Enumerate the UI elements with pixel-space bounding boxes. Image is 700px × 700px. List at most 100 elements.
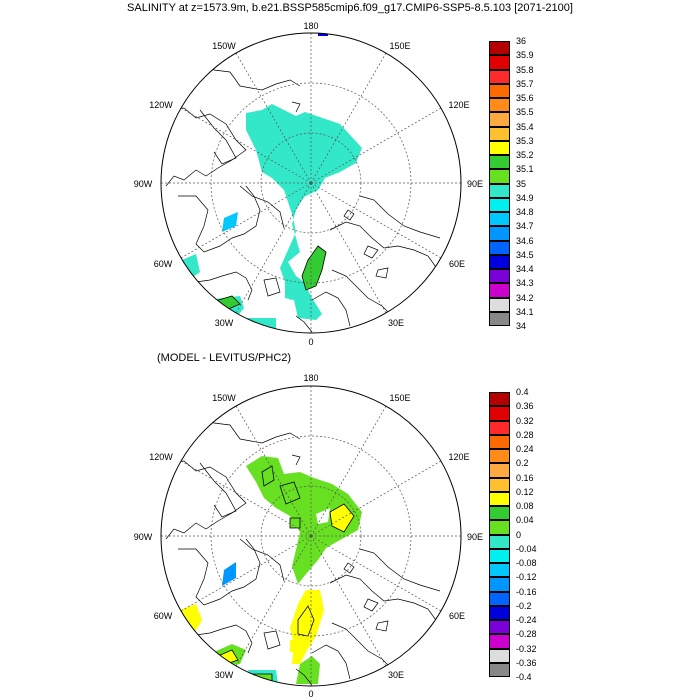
colorbar-label: 34.6 — [516, 235, 534, 246]
difference-map: 180 150W 150E 120W 120E 90W 90E 60W 60E … — [134, 373, 483, 699]
diff-fill-yellow-east — [329, 503, 355, 533]
colorbar-label: 0.12 — [516, 486, 534, 497]
lon-label-150e: 150E — [389, 41, 410, 51]
colorbar-label: 0.04 — [516, 515, 534, 526]
colorbar-swatch — [489, 183, 510, 198]
lon-label-180: 180 — [303, 21, 318, 31]
lon-label-90w: 90W — [134, 179, 153, 189]
salinity-colorbar: 36 35.9 35.8 35.7 35.6 35.5 35.4 35.3 35.2 35.1 35… — [489, 36, 549, 331]
colorbar-swatch — [489, 269, 510, 284]
plot-title: SALINITY at z=1573.9m, b.e21.BSSP585cmip… — [127, 2, 573, 14]
colorbar-label: 35 — [516, 178, 527, 189]
colorbar-label: 34.5 — [516, 249, 534, 260]
colorbar-label: -0.16 — [516, 586, 537, 597]
colorbar-swatch — [489, 620, 510, 635]
colorbar-label: 34.4 — [516, 264, 534, 274]
colorbar-swatch — [489, 563, 510, 578]
colorbar-label: 34.7 — [516, 221, 534, 232]
salinity-fill-spot-blue — [318, 33, 328, 36]
lon-label-150w: 150W — [212, 41, 236, 51]
colorbar-label: 0.16 — [516, 472, 534, 483]
colorbar-swatch — [489, 140, 510, 155]
difference-colorbar: 0.4 0.36 0.32 0.28 0.24 0.2 0.16 0.12 0.08 0.04 0 -… — [489, 387, 549, 682]
colorbar-swatch — [489, 297, 510, 312]
lon-label-90e: 90E — [467, 179, 483, 189]
lon-label-60e: 60E — [449, 259, 465, 269]
diff-fill-contour-c — [289, 517, 301, 529]
lon-label-150w-b: 150W — [212, 393, 236, 403]
colorbar-label: -0.12 — [516, 572, 537, 583]
difference-subtitle: (MODEL - LEVITUS/PHC2) — [157, 352, 292, 364]
colorbar-label: 35.8 — [516, 64, 534, 75]
colorbar-label: 34.2 — [516, 292, 534, 303]
lon-label-90w-b: 90W — [134, 532, 153, 542]
colorbar-label: 35.5 — [516, 107, 534, 118]
salinity-fill-barents-green — [301, 245, 327, 291]
lon-label-30e: 30E — [388, 318, 404, 328]
colorbar-label: 34.9 — [516, 192, 534, 203]
colorbar-label: 35.9 — [516, 50, 534, 61]
colorbar-swatch — [489, 605, 510, 620]
salinity-fill-baffin — [222, 212, 238, 232]
colorbar-swatch — [489, 155, 510, 170]
colorbar-label: -0.28 — [516, 629, 537, 640]
colorbar-label: 0.28 — [516, 429, 534, 440]
lon-label-60w: 60W — [154, 259, 173, 269]
colorbar-label: -0.2 — [516, 600, 532, 611]
colorbar-label: 34 — [516, 321, 527, 331]
colorbar-swatch — [489, 634, 510, 649]
diff-fill-baffin-blue — [222, 562, 236, 586]
colorbar-label: 35.1 — [516, 164, 534, 175]
diff-fill-labrador-yellow — [180, 604, 202, 634]
colorbar-swatch — [489, 226, 510, 241]
colorbar-swatch — [489, 463, 510, 478]
colorbar-swatch — [489, 126, 510, 141]
colorbar-label: 35.6 — [516, 93, 534, 103]
lon-label-120e-b: 120E — [448, 452, 469, 462]
lon-label-150e-b: 150E — [389, 393, 410, 403]
colorbar-swatch — [489, 420, 510, 435]
colorbar-swatch — [489, 41, 510, 56]
colorbar-swatch — [489, 477, 510, 492]
colorbar-label: 0 — [516, 529, 522, 540]
diff-fill-contour-b — [279, 481, 301, 505]
diff-fill-contour-a — [261, 465, 275, 487]
colorbar-label: 34.8 — [516, 207, 534, 217]
salinity-map: 180 150W 150E 120W 120E 90W 90E 60W 60E … — [134, 21, 483, 347]
lon-label-120w: 120W — [149, 100, 173, 110]
colorbar-swatch — [489, 648, 510, 663]
colorbar-label: 0.32 — [516, 415, 534, 426]
colorbar-swatch — [489, 69, 510, 84]
colorbar-label: 0.2 — [516, 458, 529, 469]
diff-fill-white-hole — [316, 508, 330, 524]
diff-fill-central-arctic — [246, 456, 362, 584]
lon-label-60e-b: 60E — [449, 611, 465, 621]
colorbar-swatch — [489, 83, 510, 98]
colorbar-label: 0.36 — [516, 401, 534, 412]
colorbar-swatch — [489, 55, 510, 70]
colorbar-label: -0.36 — [516, 657, 537, 668]
map-boundary-top — [160, 32, 462, 334]
colorbar-swatch — [489, 197, 510, 212]
colorbar-swatch — [489, 406, 510, 421]
colorbar-swatch — [489, 491, 510, 506]
colorbar-label: 34.3 — [516, 278, 534, 289]
colorbar-swatch — [489, 254, 510, 269]
colorbar-swatch — [489, 112, 510, 127]
diff-fill-spot-yellow — [290, 640, 298, 652]
lon-label-0-b: 0 — [308, 689, 313, 699]
colorbar-swatch — [489, 548, 510, 563]
colorbar-label: 0.4 — [516, 387, 529, 397]
map-boundary-bottom — [160, 385, 462, 687]
colorbar-label: -0.4 — [516, 672, 532, 682]
colorbar-label: -0.08 — [516, 558, 537, 568]
salinity-fill-irminger — [244, 318, 276, 332]
colorbar-swatch — [489, 577, 510, 592]
lon-label-120w-b: 120W — [149, 452, 173, 462]
colorbar-swatch — [489, 449, 510, 464]
salinity-fill-spot-cyan — [288, 286, 298, 300]
diff-fill-barents-green — [296, 656, 320, 684]
lon-label-120e: 120E — [448, 100, 469, 110]
lon-label-90e-b: 90E — [467, 532, 483, 542]
colorbar-label: -0.24 — [516, 615, 537, 625]
